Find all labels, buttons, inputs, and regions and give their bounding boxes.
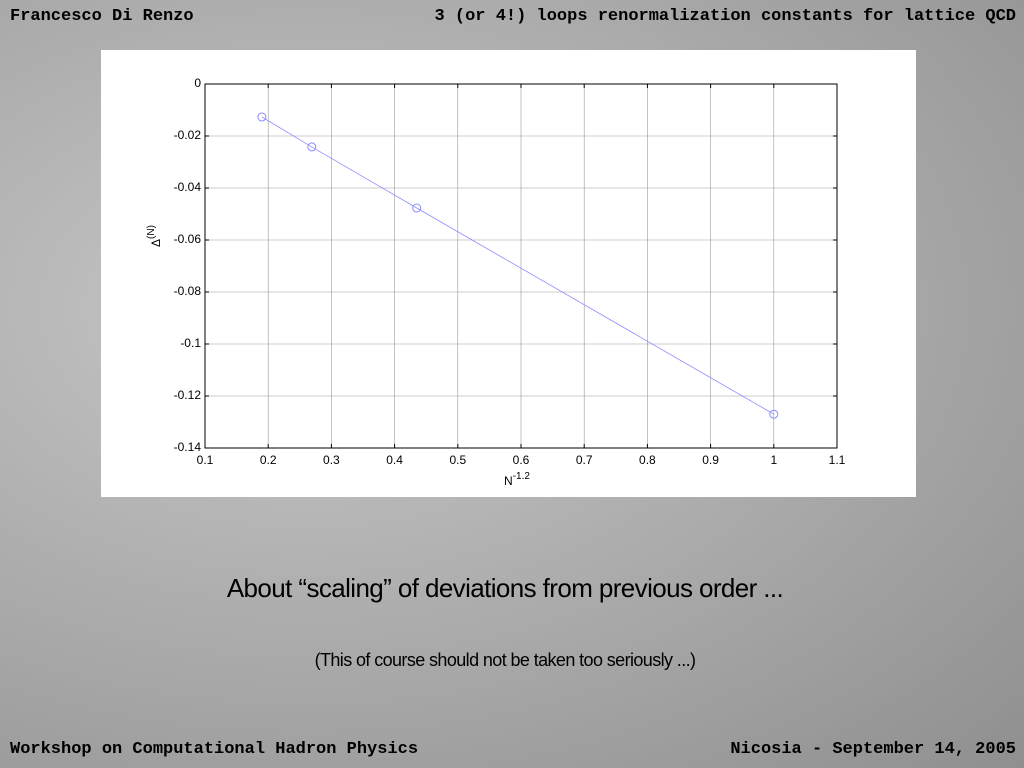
header-author: Francesco Di Renzo (10, 7, 194, 26)
footer-event: Workshop on Computational Hadron Physics (10, 740, 419, 759)
x-tick-label: 1.1 (829, 453, 846, 467)
data-point (307, 142, 317, 152)
caption: About “scaling” of deviations from previ… (226, 573, 784, 603)
x-tick-label: 0.6 (513, 453, 530, 467)
x-tick-label: 1 (770, 453, 777, 467)
y-tick-label: -0.1 (180, 336, 201, 350)
x-axis-label-sup: -1.2 (513, 471, 531, 482)
x-tick-label: 0.5 (449, 453, 466, 467)
x-tick-label: 0.7 (576, 453, 593, 467)
caption-note: (This of course should not be taken too … (314, 650, 696, 670)
x-tick-label: 0.9 (702, 453, 719, 467)
y-tick-label: -0.08 (174, 284, 202, 298)
y-tick-label: -0.12 (174, 388, 202, 402)
y-tick-label: -0.14 (174, 440, 202, 454)
header-title: 3 (or 4!) loops renormalization constant… (434, 7, 1017, 26)
y-axis-label: Δ(N) (146, 225, 164, 247)
y-tick-label: 0 (194, 76, 201, 90)
y-axis-label-sup: (N) (146, 225, 157, 239)
chart: -0.14 -0.12 -0.1 -0.08 -0.06 -0.04 -0.02 0 0.1 0.… (101, 50, 916, 497)
footer-place-date: Nicosia - September 14, 2005 (730, 740, 1016, 759)
plot-frame (204, 83, 838, 449)
x-tick-label: 0.2 (260, 453, 277, 467)
data-point (257, 112, 267, 122)
y-tick-label: -0.06 (174, 232, 202, 246)
y-tick-label: -0.02 (174, 128, 202, 142)
x-tick-label: 0.1 (197, 453, 214, 467)
y-axis-label-base: Δ (149, 239, 163, 247)
x-axis-label: N-1.2 (504, 471, 530, 489)
x-tick-label: 0.4 (386, 453, 403, 467)
data-point (769, 409, 779, 419)
data-point (412, 203, 422, 213)
x-axis-label-base: N (504, 474, 513, 488)
x-tick-label: 0.8 (639, 453, 656, 467)
y-tick-label: -0.04 (174, 180, 202, 194)
x-tick-label: 0.3 (323, 453, 340, 467)
data-line (261, 116, 775, 415)
